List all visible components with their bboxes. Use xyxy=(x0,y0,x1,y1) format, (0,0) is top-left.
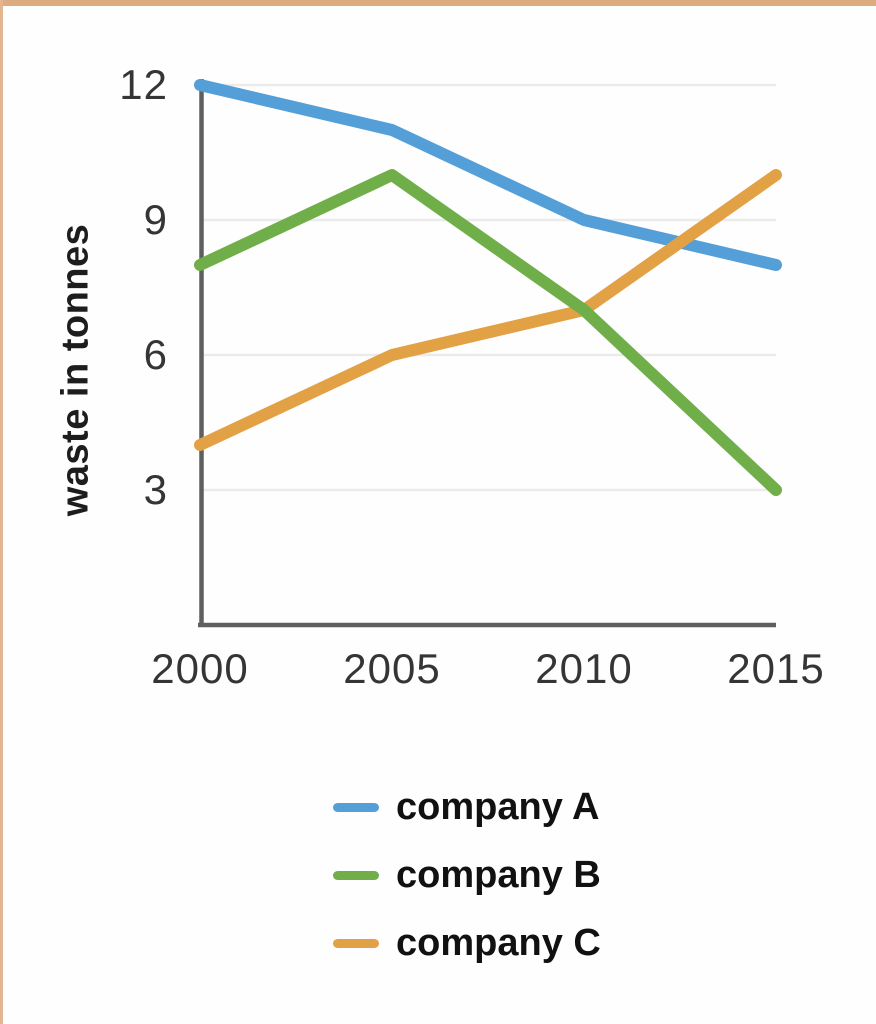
x-tick-label-2015: 2015 xyxy=(727,645,825,692)
y-tick-label-6: 6 xyxy=(143,331,168,378)
series-line-company-c xyxy=(194,169,782,451)
legend-swatch-company-a xyxy=(333,802,379,812)
frame-left-border xyxy=(0,0,3,1024)
x-tick-label-2005: 2005 xyxy=(343,645,441,692)
frame-top-border xyxy=(0,0,876,6)
y-tick-label-9: 9 xyxy=(143,196,168,243)
legend-item-company-c: company C xyxy=(333,922,601,964)
legend-swatch-company-c xyxy=(333,938,379,948)
series-line-company-b xyxy=(194,169,782,496)
legend-swatch-company-b xyxy=(333,870,379,880)
y-tick-label-3: 3 xyxy=(143,466,168,513)
x-tick-label-2010: 2010 xyxy=(535,645,633,692)
legend-item-company-a: company A xyxy=(333,786,601,828)
chart-legend: company A company B company C xyxy=(333,786,601,990)
legend-label: company A xyxy=(396,786,600,828)
x-tick-label-2000: 2000 xyxy=(151,645,249,692)
legend-label: company B xyxy=(396,854,601,896)
legend-item-company-b: company B xyxy=(333,854,601,896)
y-tick-label-12: 12 xyxy=(119,61,168,108)
legend-label: company C xyxy=(396,922,601,964)
